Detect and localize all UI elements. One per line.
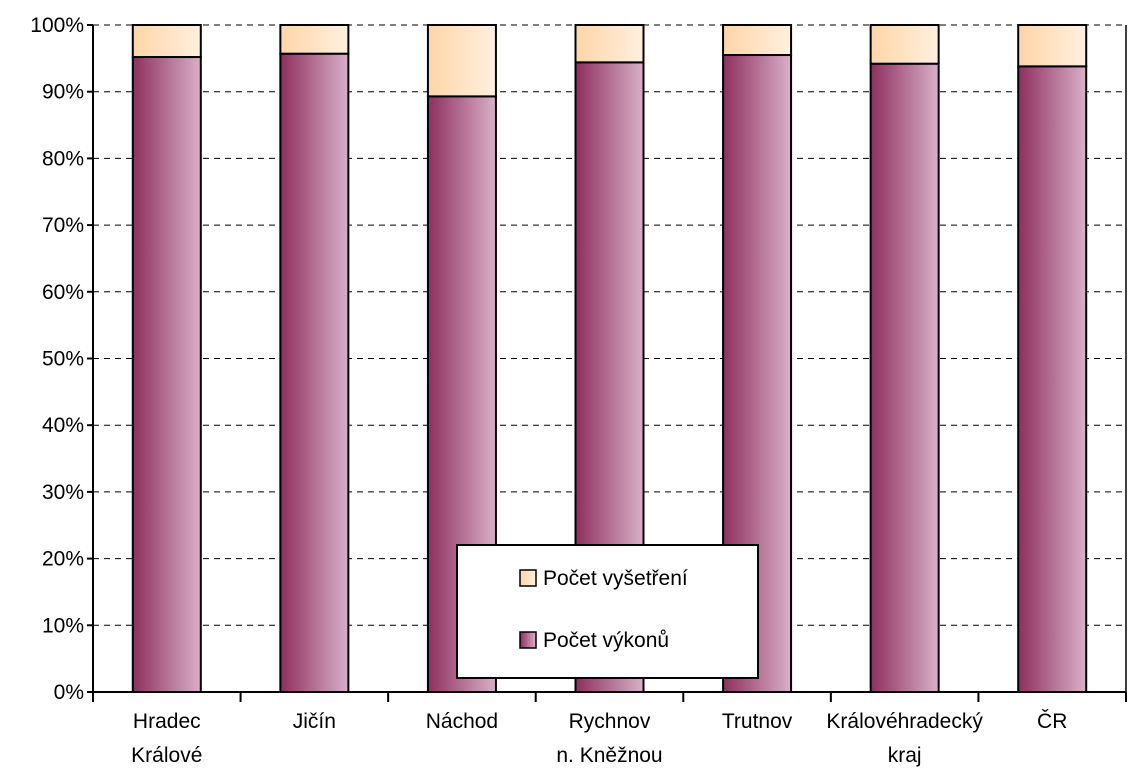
bar-pocet-vysetreni-hradec-kralove bbox=[131, 24, 202, 59]
bar-pocet-vysetreni-nachod bbox=[426, 24, 497, 98]
y-tick-label: 40% bbox=[42, 414, 84, 437]
bar-pocet-vykonu-cr bbox=[1017, 65, 1088, 693]
bar-pocet-vysetreni-kralovehradecky-kraj bbox=[869, 24, 940, 65]
y-tick-label: 50% bbox=[42, 348, 84, 371]
bar-pocet-vysetreni-jicin bbox=[279, 24, 350, 55]
x-category-label: Trutnov bbox=[722, 710, 793, 733]
y-tick-label: 70% bbox=[42, 214, 84, 237]
x-category-label: Rychnov bbox=[569, 710, 651, 733]
y-tick-label: 0% bbox=[54, 681, 84, 704]
y-tick-label: 20% bbox=[42, 548, 84, 571]
x-category-label: Jičín bbox=[293, 710, 336, 733]
x-tick-labels: Hradec Králové Jičín Náchod Rychnov n. Kněžno… bbox=[131, 710, 1067, 767]
legend-box bbox=[456, 544, 759, 679]
bar-pocet-vykonu-hradec-kralove bbox=[131, 56, 202, 694]
x-category-label: Hradec bbox=[133, 710, 201, 733]
y-tick-labels: 0% 10% 20% 30% 40% 50% 60% 70% 80% 90% 100% bbox=[30, 14, 84, 704]
legend-swatch-pocet-vykonu bbox=[519, 631, 537, 649]
legend-label-pocet-vysetreni: Počet vyšetření bbox=[543, 567, 688, 590]
legend-label-pocet-vykonu: Počet výkonů bbox=[543, 629, 669, 652]
bar-pocet-vysetreni-trutnov bbox=[722, 24, 793, 57]
y-tick-label: 80% bbox=[42, 147, 84, 170]
y-tick-label: 100% bbox=[30, 14, 84, 37]
x-category-label: Královéhradecký bbox=[826, 710, 983, 733]
y-tick-label: 60% bbox=[42, 281, 84, 304]
y-tick-label: 90% bbox=[42, 81, 84, 104]
x-category-label: ČR bbox=[1037, 710, 1067, 733]
legend-swatch-pocet-vysetreni bbox=[519, 569, 537, 587]
bar-pocet-vykonu-kralovehradecky-kraj bbox=[869, 62, 940, 694]
bar-pocet-vysetreni-rychnov-n-kneznou bbox=[574, 24, 645, 64]
axes bbox=[87, 24, 1127, 702]
legend: Počet vyšetření Počet výkonů bbox=[456, 544, 759, 679]
bar-pocet-vykonu-jicin bbox=[279, 52, 350, 693]
y-tick-label: 30% bbox=[42, 481, 84, 504]
y-tick-label: 10% bbox=[42, 614, 84, 637]
gridlines bbox=[93, 24, 1126, 626]
bar-pocet-vysetreni-cr bbox=[1017, 24, 1088, 68]
x-category-label: Králové bbox=[131, 744, 202, 767]
x-category-label: n. Kněžnou bbox=[556, 744, 662, 767]
x-category-label: Náchod bbox=[426, 710, 498, 733]
x-category-label: kraj bbox=[888, 744, 922, 767]
